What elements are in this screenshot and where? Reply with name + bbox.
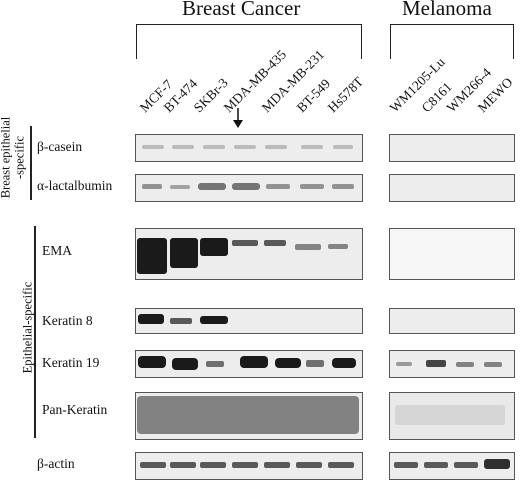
breast-cancer-title: Breast Cancer [182, 0, 301, 20]
blot-panel-melanoma-beta-casein [389, 134, 515, 162]
melanoma-title: Melanoma [402, 0, 492, 20]
row-label-beta-actin: β-actin [37, 456, 75, 471]
blot-panel-melanoma-pan-keratin [389, 392, 515, 440]
melanoma-bracket [390, 24, 514, 59]
epithelial-divider [34, 226, 36, 438]
row-label-keratin8: Keratin 8 [42, 313, 93, 328]
row-label-alpha-lactalbumin: α-lactalbumin [37, 178, 113, 193]
row-label-pan-keratin: Pan-Keratin [42, 402, 108, 417]
blot-panel-melanoma-alpha-lactalbumin [389, 174, 515, 202]
breast-epithelial-divider [30, 126, 32, 200]
row-label-keratin19: Keratin 19 [42, 355, 100, 370]
breast-cancer-bracket [136, 24, 362, 59]
blot-panel-melanoma-ema [389, 228, 515, 280]
row-label-beta-casein: β-casein [37, 139, 83, 154]
row-label-ema: EMA [42, 243, 72, 258]
blot-panel-melanoma-keratin8 [389, 308, 515, 334]
